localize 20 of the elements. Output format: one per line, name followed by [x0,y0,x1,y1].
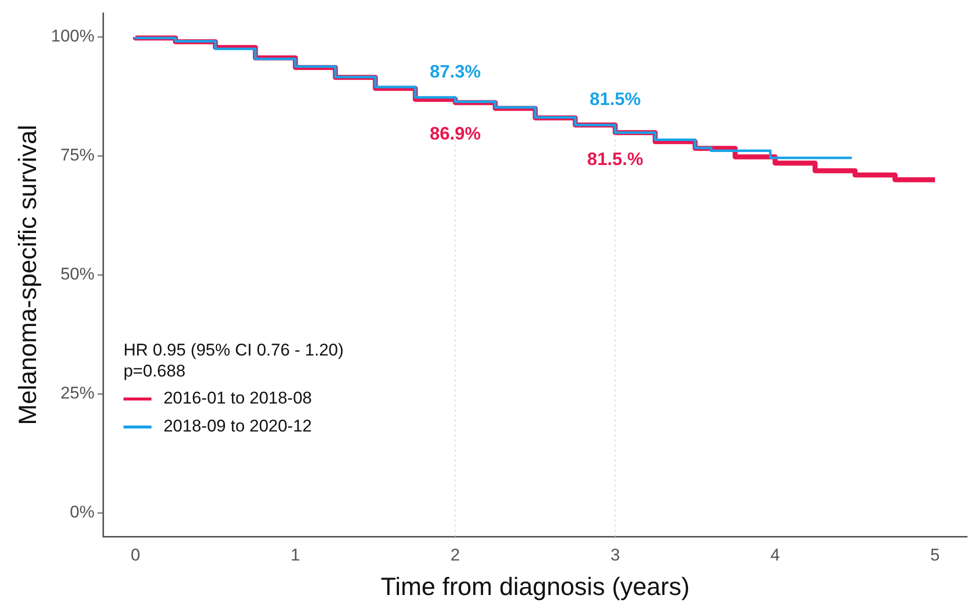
legend-label: 2016-01 to 2018-08 [163,388,312,408]
x-tick-label: 4 [770,545,780,564]
y-tick-label: 75% [60,146,94,165]
data-label: 81.5.% [587,148,644,169]
y-tick-label: 50% [60,264,94,284]
legend-label: 2018-09 to 2020-12 [163,416,312,436]
data-label: 87.3% [430,61,481,82]
y-tick-label: 0% [70,502,94,522]
x-tick-label: 0 [130,545,140,564]
x-tick-label: 1 [290,545,300,564]
x-axis-title: Time from diagnosis (years) [380,572,690,601]
x-tick-label: 5 [930,545,940,564]
x-tick-label: 2 [450,545,460,564]
data-label: 81.5% [590,88,641,109]
annotation: HR 0.95 (95% CI 0.76 - 1.20) p=0.688 [123,340,344,381]
y-axis-title: Melanoma-specific survival [14,124,42,425]
y-tick-label: 25% [60,384,94,403]
data-label: 86.9% [430,123,481,144]
y-tick-label: 100% [50,26,94,46]
x-tick-label: 3 [610,545,620,564]
